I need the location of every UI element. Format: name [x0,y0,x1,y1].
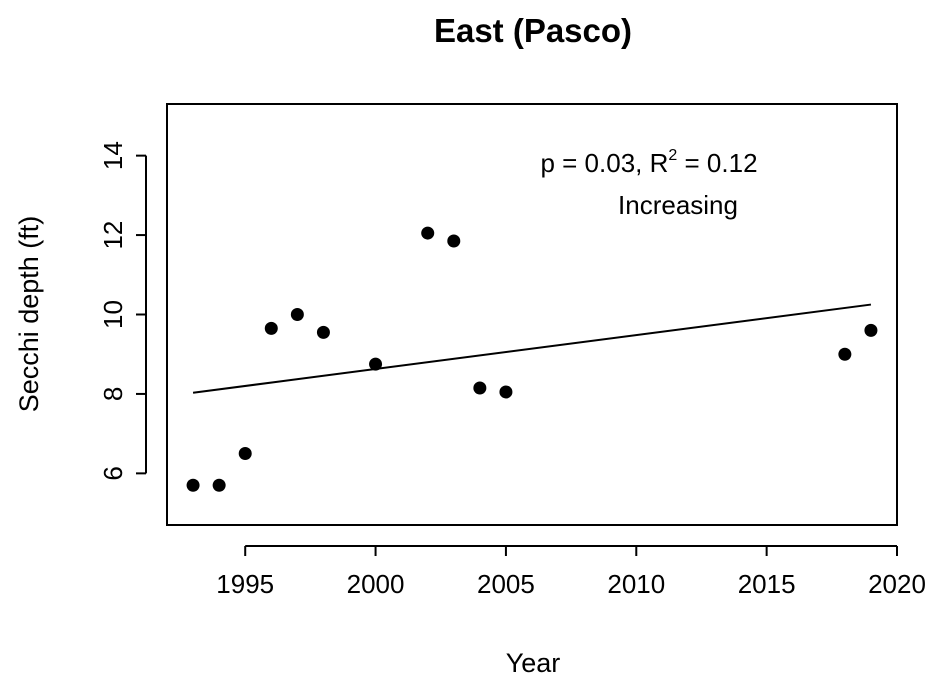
x-axis-label: Year [506,648,561,678]
y-tick-label: 10 [98,300,128,329]
y-tick-label: 14 [98,141,128,170]
data-point [238,447,252,461]
data-points [186,226,878,492]
x-tick-label: 2000 [347,569,405,599]
x-tick-label: 1995 [216,569,274,599]
data-point [316,325,330,339]
stats-annotation: p = 0.03, R2 = 0.12 [540,147,757,178]
y-tick-label: 6 [98,466,128,480]
x-tick-label: 2005 [477,569,535,599]
x-tick-label: 2015 [738,569,796,599]
chart-title: East (Pasco) [434,12,632,49]
y-axis-label: Secchi depth (ft) [14,216,44,413]
stats-superscript: 2 [668,147,677,164]
data-point [369,357,383,371]
data-point [473,381,487,395]
data-point [499,385,513,399]
data-point [290,308,304,321]
data-point [447,234,461,248]
data-point [212,478,226,492]
x-tick-label: 2010 [607,569,665,599]
stats-prefix: p = 0.03, R [540,148,668,178]
stats-suffix: = 0.12 [677,148,757,178]
y-tick-label: 8 [98,387,128,401]
plot-frame [166,103,898,526]
trend-annotation: Increasing [618,190,738,220]
data-point [838,347,852,361]
trend-line [192,303,872,394]
y-axis: 6 8 10 12 14 [98,141,147,481]
data-point [186,478,200,492]
x-tick-label: 2020 [868,569,926,599]
data-point [421,226,435,240]
y-tick-label: 12 [98,221,128,250]
data-point [864,323,878,337]
data-point [264,321,278,335]
x-axis: 1995 2000 2005 2010 2015 2020 [216,545,926,599]
